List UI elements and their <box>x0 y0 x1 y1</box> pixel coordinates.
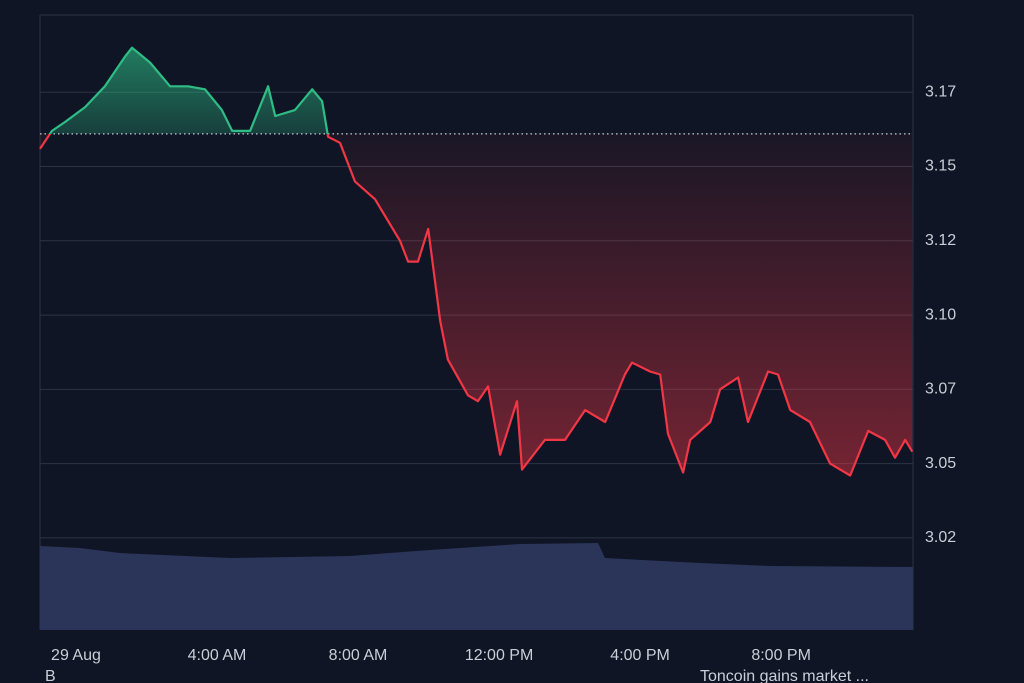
x-tick-label: 12:00 PM <box>465 647 533 664</box>
x-tick-label: 8:00 PM <box>751 647 811 664</box>
x-tick-label: 4:00 PM <box>610 647 670 664</box>
annotation: B <box>45 668 56 683</box>
y-tick-label: 3.15 <box>925 158 956 175</box>
y-tick-label: 3.12 <box>925 232 956 249</box>
y-tick-label: 3.07 <box>925 381 956 398</box>
y-tick-label: 3.17 <box>925 83 956 100</box>
y-tick-label: 3.02 <box>925 529 956 546</box>
y-tick-label: 3.05 <box>925 455 956 472</box>
x-tick-label: 8:00 AM <box>329 647 388 664</box>
price-line <box>39 46 914 477</box>
y-tick-label: 3.10 <box>925 306 956 323</box>
volume-area <box>40 543 913 630</box>
x-tick-label: 4:00 AM <box>188 647 247 664</box>
x-tick-label: 29 Aug <box>51 647 101 664</box>
area <box>40 47 913 476</box>
annotation: Toncoin gains market ... <box>700 668 869 683</box>
